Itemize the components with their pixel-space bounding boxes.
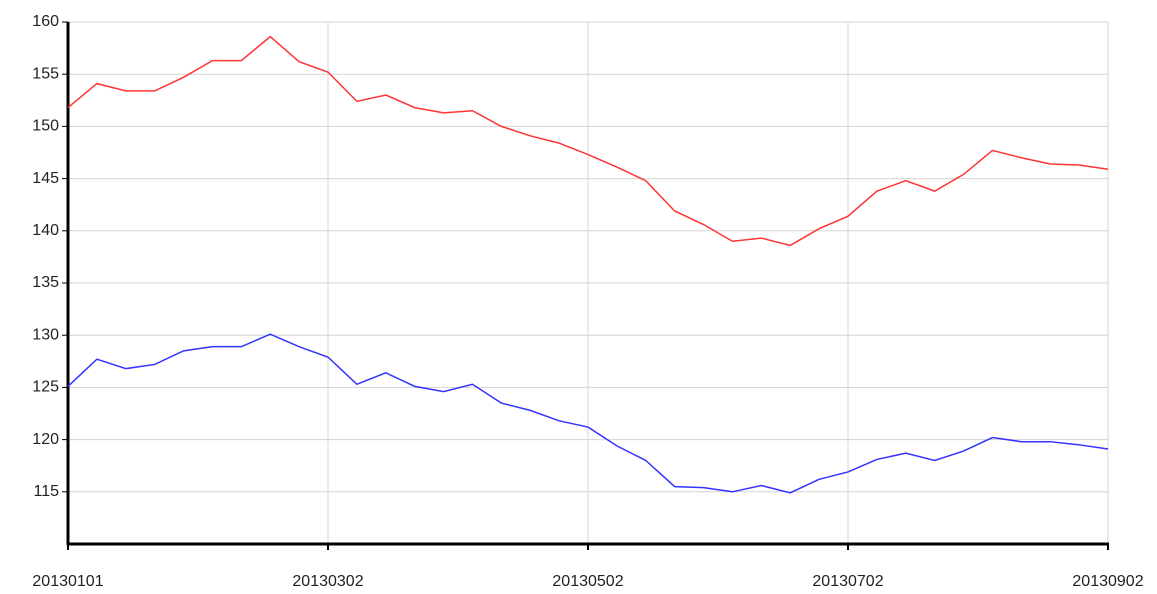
y-tick-label: 155 (32, 65, 59, 82)
y-tick-label: 120 (32, 431, 59, 448)
y-tick-label: 125 (32, 379, 59, 396)
y-tick-label: 115 (33, 483, 59, 500)
x-tick-label: 20130101 (32, 573, 103, 590)
y-tick-label: 130 (32, 326, 59, 343)
y-tick-label: 140 (32, 222, 59, 239)
y-tick-label: 145 (32, 170, 59, 187)
x-tick-label: 20130502 (552, 573, 623, 590)
x-tick-label: 20130702 (812, 573, 883, 590)
y-tick-label: 135 (32, 274, 59, 291)
line-series (67, 333, 1109, 494)
x-tick-label: 20130902 (1072, 573, 1143, 590)
line-series (67, 35, 1109, 247)
x-tick-label: 20130302 (292, 573, 363, 590)
y-tick-label: 150 (32, 118, 59, 135)
y-tick-label: 160 (32, 13, 59, 30)
